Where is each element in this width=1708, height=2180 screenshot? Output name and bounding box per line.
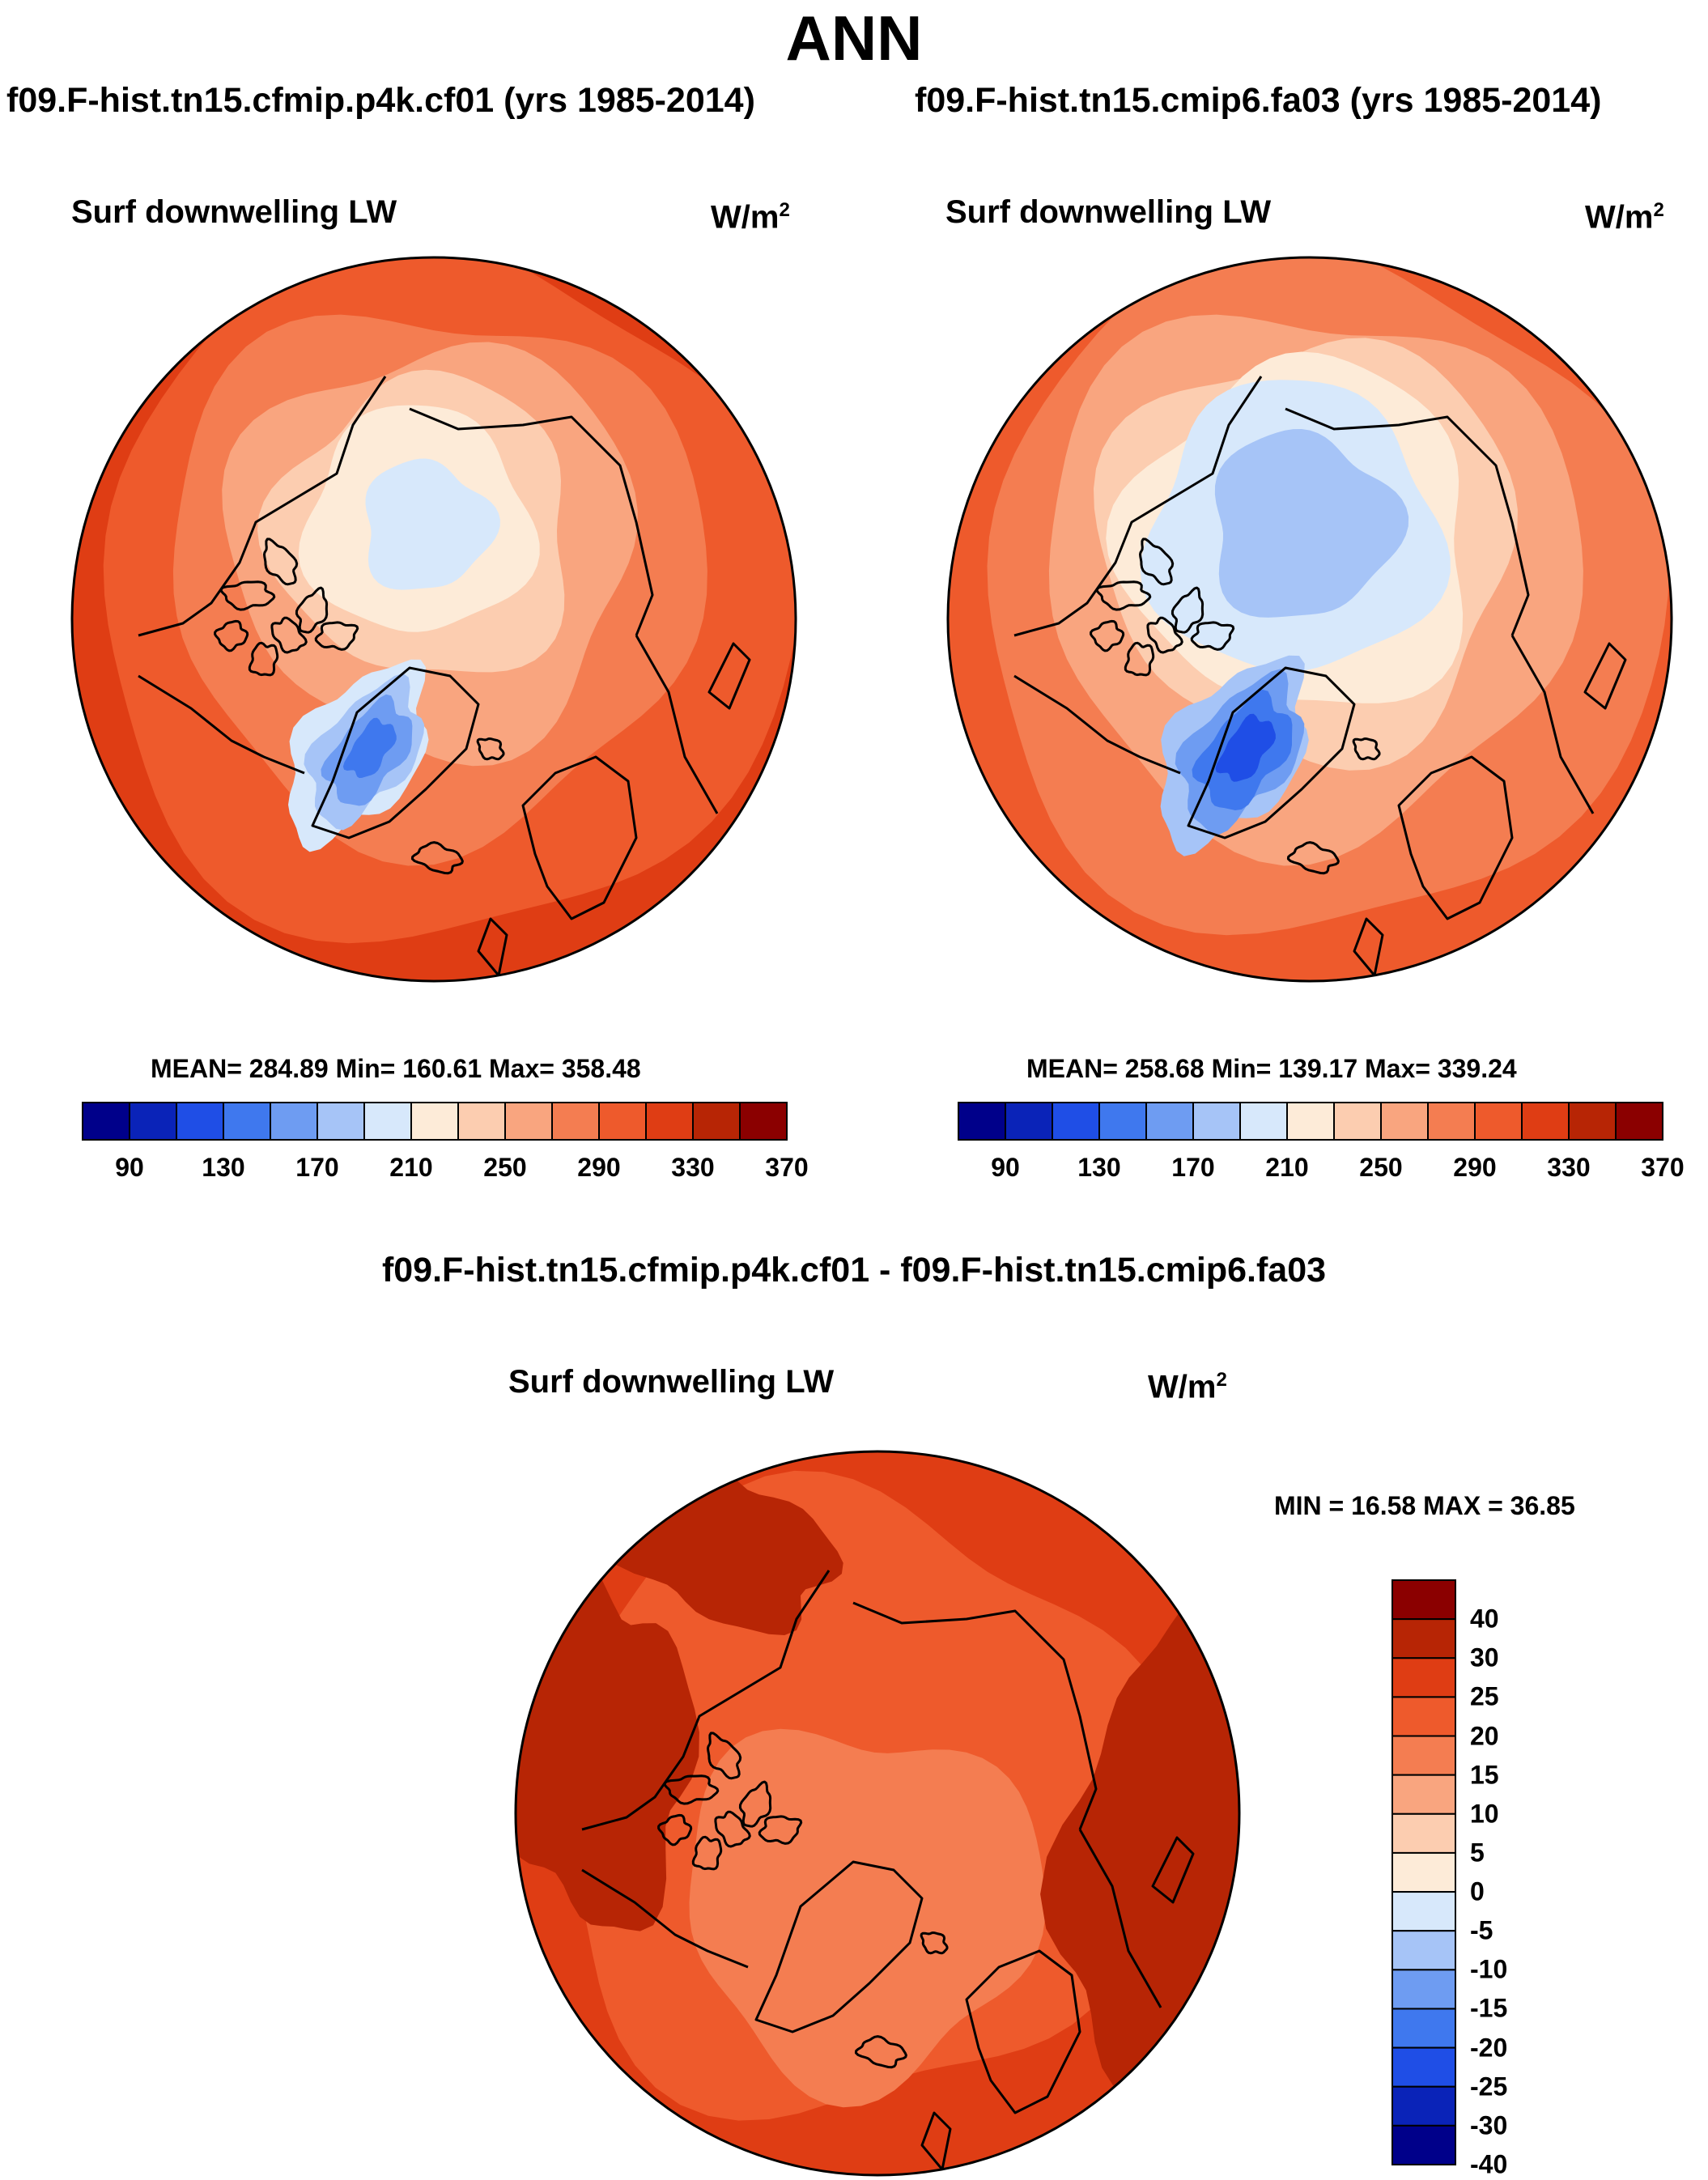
colorbar-swatch xyxy=(1239,1102,1288,1141)
colorbar-swatch xyxy=(317,1102,365,1141)
colorbar-swatch xyxy=(1391,1579,1456,1621)
panel2-stats: MEAN= 258.68 Min= 139.17 Max= 339.24 xyxy=(1026,1054,1517,1083)
colorbar-swatch xyxy=(1391,2085,1456,2127)
colorbar-tick-label: 170 xyxy=(295,1153,339,1182)
colorbar-swatch xyxy=(1098,1102,1147,1141)
panel2-polar-map xyxy=(946,256,1673,983)
colorbar-swatch xyxy=(1005,1102,1053,1141)
colorbar-swatch xyxy=(1391,1891,1456,1932)
colorbar-swatch xyxy=(1192,1102,1241,1141)
colorbar-swatch xyxy=(129,1102,177,1141)
colorbar-tick-label: 330 xyxy=(671,1153,715,1182)
colorbar-swatch xyxy=(1380,1102,1429,1141)
diff-colorbar xyxy=(1391,1579,1456,2165)
colorbar-tick-label: 5 xyxy=(1470,1838,1485,1868)
colorbar-swatch xyxy=(1286,1102,1335,1141)
colorbar-tick-label: -25 xyxy=(1470,2072,1508,2101)
colorbar-tick-label: 130 xyxy=(1077,1153,1121,1182)
colorbar-swatch xyxy=(598,1102,647,1141)
panel1-polar-map xyxy=(70,256,797,983)
panel1-variable-label: Surf downwelling LW xyxy=(71,194,397,230)
colorbar-swatch xyxy=(1391,1657,1456,1698)
colorbar-swatch xyxy=(1391,1774,1456,1815)
colorbar-swatch xyxy=(1391,2008,1456,2049)
colorbar-swatch xyxy=(1391,1735,1456,1776)
colorbar-swatch xyxy=(457,1102,506,1141)
colorbar-swatch xyxy=(1145,1102,1194,1141)
colorbar-swatch xyxy=(223,1102,271,1141)
panel1-units: W/m2 xyxy=(711,199,790,236)
colorbar-tick-label: 370 xyxy=(1641,1153,1685,1182)
panel2-units: W/m2 xyxy=(1585,199,1664,236)
colorbar-tick-label: -30 xyxy=(1470,2110,1508,2140)
colorbar-swatch xyxy=(176,1102,224,1141)
colorbar-swatch xyxy=(551,1102,600,1141)
colorbar-tick-label: 130 xyxy=(202,1153,245,1182)
colorbar-tick-label: 210 xyxy=(389,1153,433,1182)
colorbar-swatch xyxy=(504,1102,553,1141)
colorbar-swatch xyxy=(1333,1102,1382,1141)
colorbar-tick-label: -10 xyxy=(1470,1954,1508,1984)
colorbar-swatch xyxy=(270,1102,318,1141)
panel2-colorbar xyxy=(958,1102,1663,1141)
colorbar-swatch xyxy=(410,1102,459,1141)
panel2-variable-label: Surf downwelling LW xyxy=(945,194,1272,230)
colorbar-tick-label: 15 xyxy=(1470,1760,1499,1790)
colorbar-swatch xyxy=(82,1102,130,1141)
colorbar-tick-label: -20 xyxy=(1470,2033,1508,2063)
colorbar-swatch xyxy=(1391,1618,1456,1659)
colorbar-swatch xyxy=(1391,1696,1456,1737)
colorbar-tick-label: 370 xyxy=(765,1153,809,1182)
colorbar-swatch xyxy=(1521,1102,1570,1141)
colorbar-swatch xyxy=(1427,1102,1476,1141)
colorbar-swatch xyxy=(739,1102,788,1141)
colorbar-tick-label: 0 xyxy=(1470,1876,1485,1906)
diff-units: W/m2 xyxy=(1148,1369,1227,1405)
colorbar-swatch xyxy=(1052,1102,1100,1141)
colorbar-tick-label: 290 xyxy=(1453,1153,1497,1182)
colorbar-swatch xyxy=(1391,1969,1456,2010)
diff-min-max: MIN = 16.58 MAX = 36.85 xyxy=(1274,1491,1575,1520)
colorbar-swatch xyxy=(692,1102,741,1141)
colorbar-tick-label: 250 xyxy=(1359,1153,1403,1182)
diff-title: f09.F-hist.tn15.cfmip.p4k.cf01 - f09.F-h… xyxy=(381,1251,1327,1290)
colorbar-tick-label: 40 xyxy=(1470,1604,1499,1634)
colorbar-tick-label: 30 xyxy=(1470,1642,1499,1672)
colorbar-tick-label: 290 xyxy=(577,1153,621,1182)
diff-polar-map xyxy=(514,1450,1241,2177)
colorbar-swatch xyxy=(363,1102,412,1141)
colorbar-swatch xyxy=(1391,2046,1456,2088)
colorbar-tick-label: 330 xyxy=(1547,1153,1591,1182)
colorbar-swatch xyxy=(1391,1930,1456,1971)
colorbar-tick-label: 25 xyxy=(1470,1681,1499,1711)
colorbar-tick-label: 170 xyxy=(1171,1153,1215,1182)
colorbar-tick-label: 210 xyxy=(1265,1153,1309,1182)
colorbar-tick-label: -15 xyxy=(1470,1993,1508,2023)
colorbar-swatch xyxy=(1391,1851,1456,1893)
colorbar-swatch xyxy=(1568,1102,1617,1141)
panel1-case-title: f09.F-hist.tn15.cfmip.p4k.cf01 (yrs 1985… xyxy=(6,81,755,120)
colorbar-swatch xyxy=(645,1102,694,1141)
panel2-case-title: f09.F-hist.tn15.cmip6.fa03 (yrs 1985-201… xyxy=(915,81,1602,120)
colorbar-swatch xyxy=(1391,1812,1456,1854)
plot-season-title: ANN xyxy=(785,2,923,74)
colorbar-swatch xyxy=(1474,1102,1523,1141)
colorbar-swatch xyxy=(958,1102,1006,1141)
colorbar-swatch xyxy=(1391,2124,1456,2165)
colorbar-tick-label: -5 xyxy=(1470,1915,1493,1945)
colorbar-tick-label: -40 xyxy=(1470,2149,1508,2179)
colorbar-tick-label: 90 xyxy=(115,1153,144,1182)
panel1-stats: MEAN= 284.89 Min= 160.61 Max= 358.48 xyxy=(151,1054,641,1083)
colorbar-swatch xyxy=(1615,1102,1663,1141)
colorbar-tick-label: 10 xyxy=(1470,1799,1499,1829)
diff-variable-label: Surf downwelling LW xyxy=(508,1364,835,1400)
colorbar-tick-label: 250 xyxy=(483,1153,527,1182)
panel1-colorbar xyxy=(82,1102,788,1141)
colorbar-tick-label: 20 xyxy=(1470,1721,1499,1751)
colorbar-tick-label: 90 xyxy=(991,1153,1020,1182)
